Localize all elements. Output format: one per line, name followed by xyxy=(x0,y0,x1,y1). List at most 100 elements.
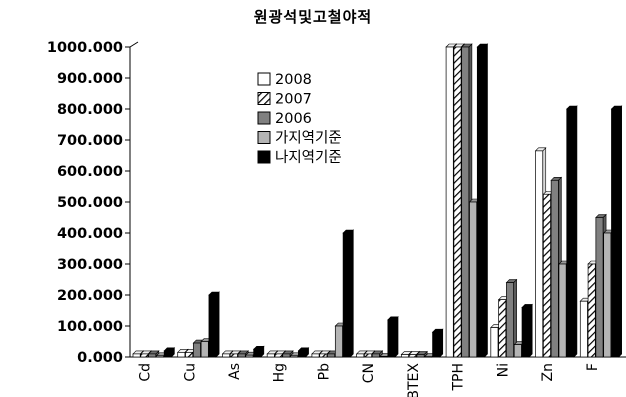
bar xyxy=(156,355,164,358)
bar xyxy=(476,46,485,358)
bar xyxy=(566,108,575,358)
bar xyxy=(469,201,478,358)
bar xyxy=(379,356,388,358)
bar xyxy=(274,353,283,358)
bar xyxy=(513,344,522,358)
bar xyxy=(408,354,417,358)
bar xyxy=(334,325,343,358)
bar xyxy=(237,353,246,358)
y-tick-label: 1000.000 xyxy=(47,40,123,56)
bar xyxy=(550,179,559,358)
bar xyxy=(208,294,217,358)
bar xyxy=(163,350,172,358)
bar xyxy=(356,353,365,358)
bar xyxy=(311,353,320,358)
x-tick-label: CN xyxy=(361,363,377,383)
x-tick-label: F xyxy=(585,363,601,371)
bar xyxy=(542,193,551,358)
x-tick-label: Hg xyxy=(272,363,288,382)
bar xyxy=(253,348,262,358)
bar xyxy=(192,342,201,358)
x-tick-label: Pb xyxy=(316,363,332,380)
bar xyxy=(364,353,372,358)
bar-side xyxy=(484,43,488,358)
bar xyxy=(319,353,328,358)
legend-label: 2006 xyxy=(275,111,312,127)
bar xyxy=(185,352,194,358)
bar xyxy=(579,300,588,358)
y-tick-label: 100.000 xyxy=(57,319,123,335)
legend-swatch xyxy=(257,131,271,144)
legend-label: 2007 xyxy=(275,92,312,108)
bar-side xyxy=(528,303,533,358)
chart-title: 원광석및고철야적 xyxy=(253,8,373,26)
bar xyxy=(282,353,291,358)
y-tick-label: 0.000 xyxy=(77,350,123,366)
y-tick-label: 300.000 xyxy=(57,257,123,273)
bar xyxy=(401,354,409,358)
bar xyxy=(298,350,306,358)
bar-side xyxy=(394,316,399,358)
bar xyxy=(453,46,462,358)
bar xyxy=(416,354,425,358)
x-tick-label: Cd xyxy=(138,363,154,382)
bar xyxy=(535,150,544,358)
y-tick-label: 400.000 xyxy=(57,226,123,242)
bar xyxy=(506,282,514,358)
legend-swatch xyxy=(257,72,271,86)
bar-side xyxy=(215,291,220,358)
legend-label: 가지역기준 xyxy=(275,130,342,147)
bar xyxy=(424,356,433,358)
y-tick-label: 600.000 xyxy=(57,164,123,180)
bar xyxy=(603,232,612,358)
legend-label: 나지역기준 xyxy=(275,149,342,166)
bar xyxy=(140,353,149,358)
x-tick-label: BTEX xyxy=(406,363,422,397)
bar xyxy=(445,46,454,358)
bar-side xyxy=(618,105,622,358)
axis-depth-line xyxy=(129,41,139,48)
bar xyxy=(177,352,186,358)
y-tick-label: 200.000 xyxy=(57,288,123,304)
bar xyxy=(290,355,299,358)
x-tick-label: As xyxy=(227,363,243,380)
y-tick-label: 500.000 xyxy=(57,195,123,211)
bar xyxy=(371,353,380,358)
bar xyxy=(342,232,351,358)
y-tick-label: 900.000 xyxy=(57,71,123,87)
x-tick-label: Zn xyxy=(540,363,556,381)
bar-side xyxy=(573,105,578,358)
bars-group xyxy=(132,43,623,358)
bar xyxy=(327,353,336,358)
bar xyxy=(595,217,604,358)
bar-side xyxy=(439,328,444,358)
x-tick-label: Ni xyxy=(495,363,511,377)
y-tick-label: 800.000 xyxy=(57,102,123,118)
bar xyxy=(245,354,254,358)
legend-label: 2008 xyxy=(275,72,312,88)
bar xyxy=(521,307,530,358)
bar xyxy=(148,353,157,358)
legend-swatch xyxy=(257,92,271,105)
axes-group: 0.000 100.000 200.000 300.000 400.000 500.000… xyxy=(47,40,626,397)
bar-side xyxy=(350,229,354,358)
x-tick-label: Cu xyxy=(182,363,198,382)
bar xyxy=(222,353,231,358)
bar xyxy=(266,353,275,358)
bar xyxy=(558,263,567,358)
bar xyxy=(387,319,396,358)
bar xyxy=(498,299,507,358)
bar xyxy=(132,353,141,358)
legend-swatch xyxy=(257,150,271,164)
x-tick-label: TPH xyxy=(451,363,467,392)
bar xyxy=(461,46,470,358)
bar xyxy=(490,327,499,358)
bar xyxy=(432,331,441,358)
bar xyxy=(229,353,238,358)
bar xyxy=(587,263,596,358)
legend-swatch xyxy=(257,111,271,125)
bar xyxy=(611,108,620,358)
